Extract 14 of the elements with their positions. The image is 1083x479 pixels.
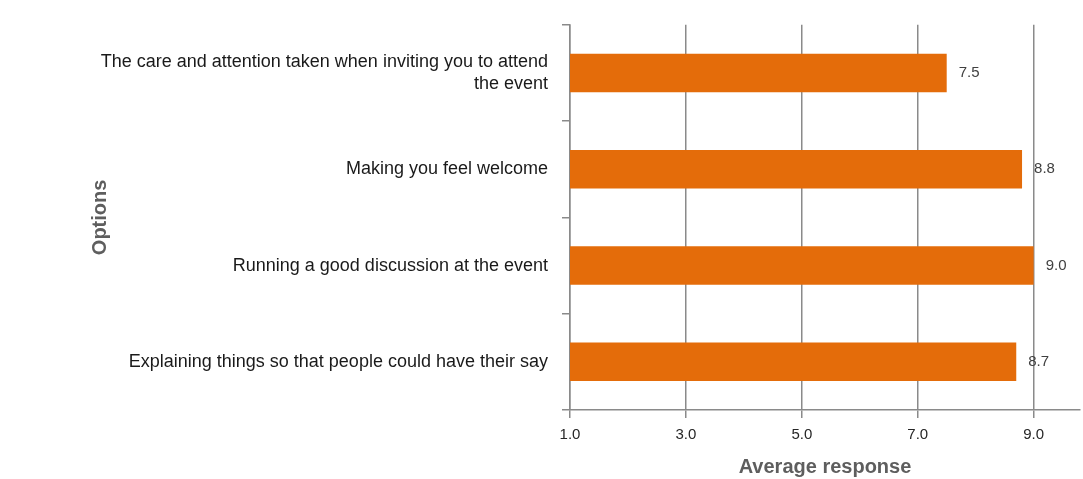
y-tick-label: Running a good discussion at the event xyxy=(232,254,548,275)
data-label: 8.8 xyxy=(1034,159,1055,177)
y-axis-title: Options xyxy=(87,179,110,256)
x-tick-label: 1.0 xyxy=(559,425,581,443)
y-tick-label: Making you feel welcome xyxy=(345,158,548,179)
x-tick-label: 9.0 xyxy=(1023,425,1045,443)
x-tick-label: 3.0 xyxy=(675,425,697,443)
y-tick-label: The care and attention taken when inviting you to attend the event xyxy=(100,51,548,93)
data-label: 9.0 xyxy=(1045,255,1067,273)
x-tick-label: 5.0 xyxy=(791,425,813,443)
x-tick-label: 7.0 xyxy=(907,425,929,443)
x-axis-title: Average response xyxy=(738,454,912,477)
data-label: 7.5 xyxy=(958,63,980,81)
y-tick-label: Explaining things so that people could have their say xyxy=(128,350,548,371)
